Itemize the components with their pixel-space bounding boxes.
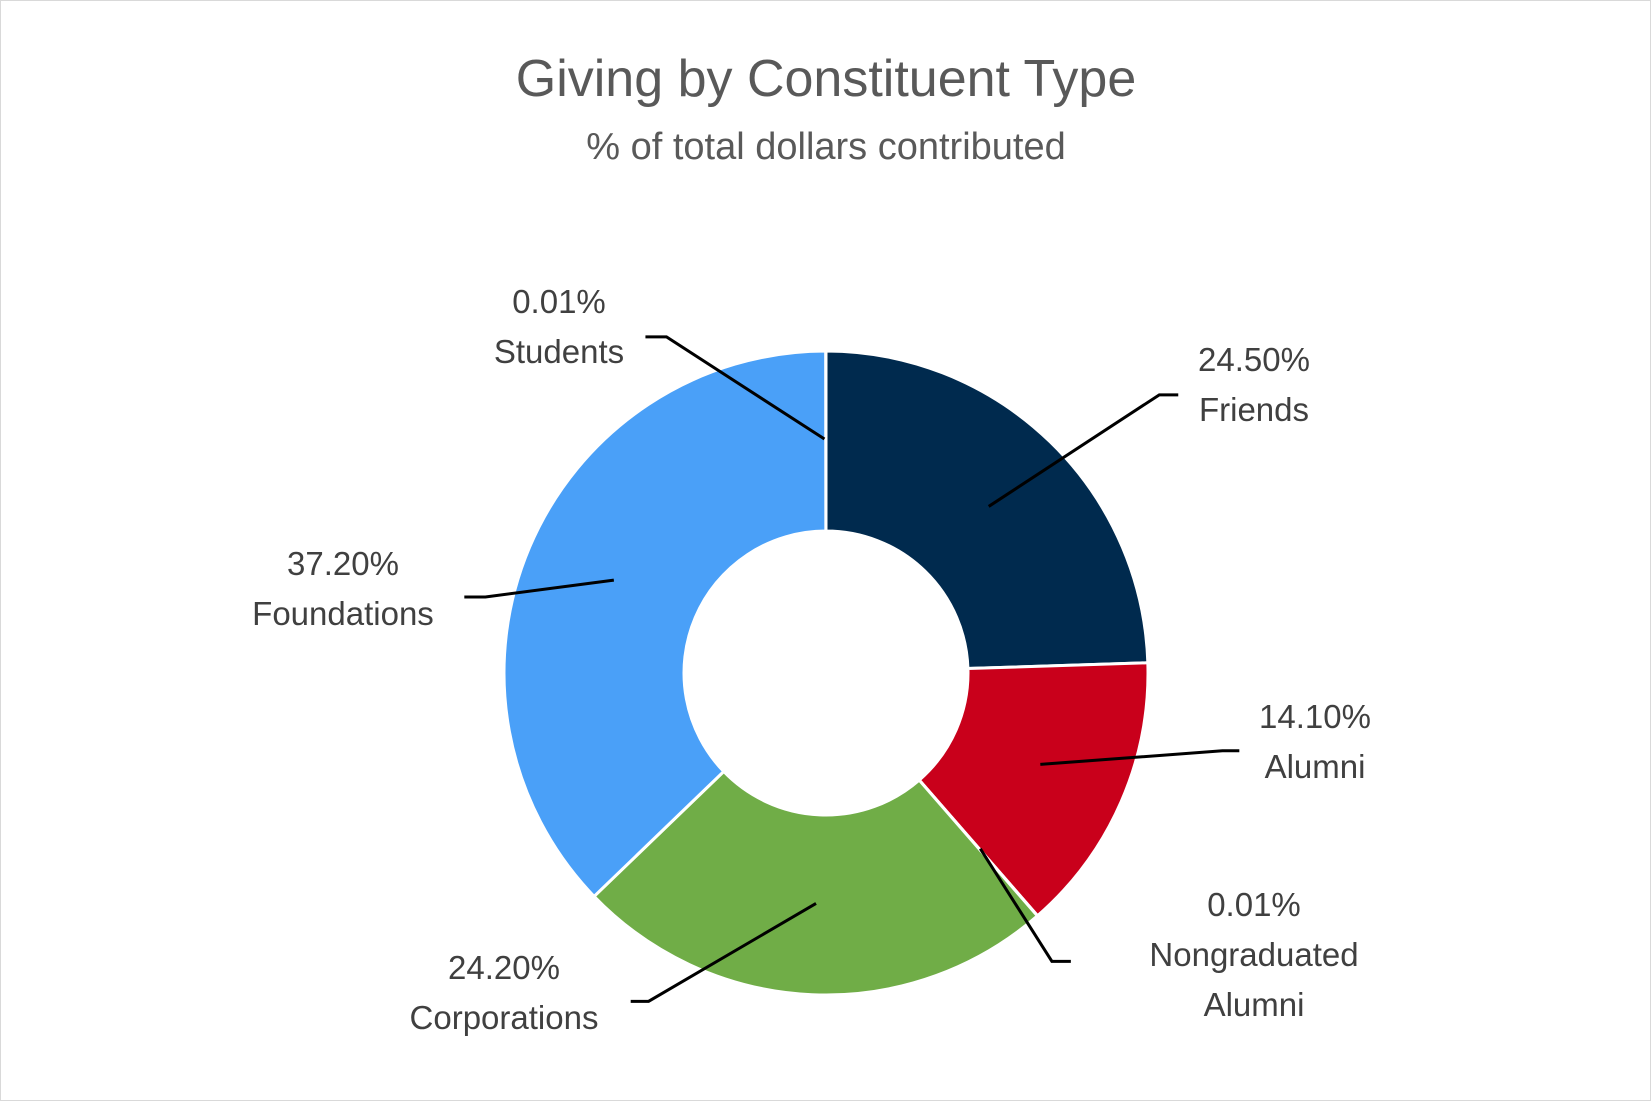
leader-line xyxy=(1040,749,1240,766)
slice-alumni xyxy=(917,661,1150,918)
chart-title: Giving by Constituent Type xyxy=(516,50,1137,108)
chart-subtitle: % of total dollars contributed xyxy=(586,126,1066,168)
data-label: 24.50% Friends xyxy=(1198,341,1310,428)
slice-foundations xyxy=(502,349,828,899)
data-label: 24.20% Corporations xyxy=(410,949,599,1036)
data-label: 37.20% Foundations xyxy=(252,545,434,632)
slice-corporations xyxy=(591,769,1040,997)
data-label: 0.01% Nongraduated Alumni xyxy=(1149,886,1358,1023)
data-label: 14.10% Alumni xyxy=(1259,698,1371,785)
leader-line xyxy=(979,847,1071,963)
leader-line xyxy=(630,902,817,1003)
slice-friends xyxy=(824,349,1150,671)
data-label: 0.01% Students xyxy=(494,283,624,370)
leader-line xyxy=(987,393,1179,508)
leader-line xyxy=(464,578,615,599)
leader-line xyxy=(645,335,826,441)
